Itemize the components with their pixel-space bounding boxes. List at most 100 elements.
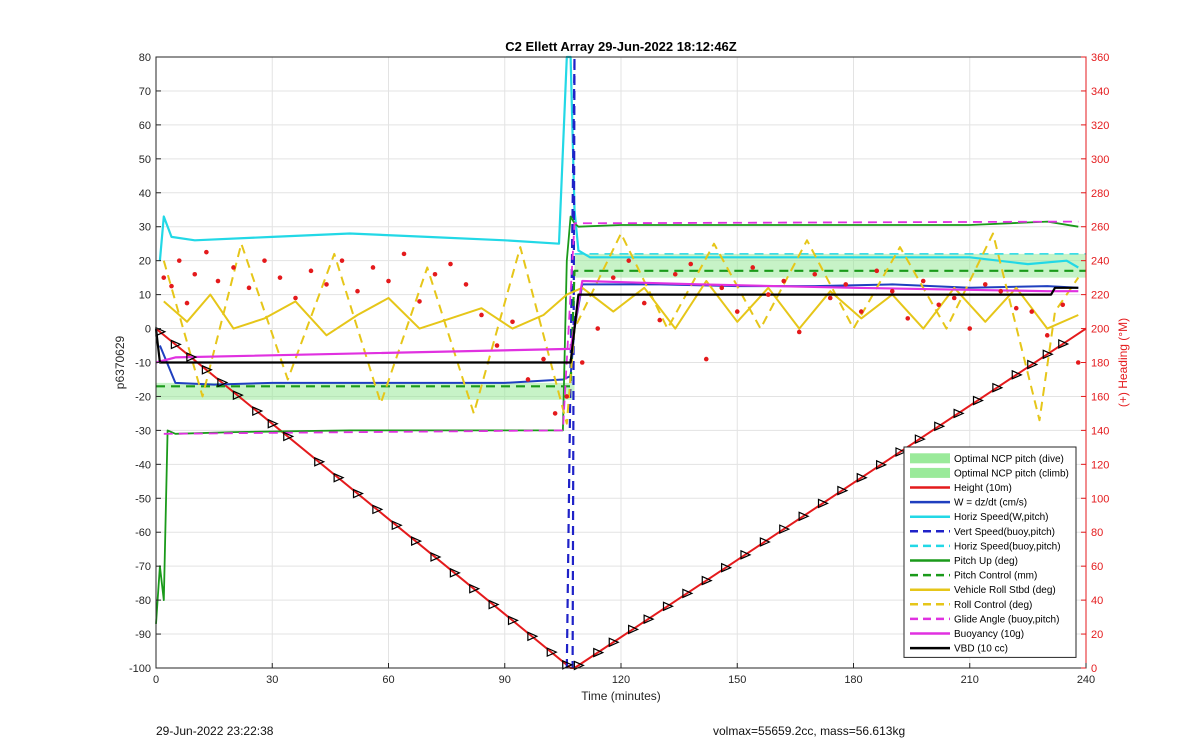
- heading-dot: [610, 275, 616, 280]
- heading-dot: [688, 261, 694, 267]
- height-marker: [628, 624, 640, 635]
- height-marker: [992, 382, 1004, 393]
- heading-dot: [874, 268, 880, 274]
- heading-dot: [552, 411, 558, 416]
- heading-dot: [510, 319, 515, 325]
- heading-dot: [161, 275, 167, 280]
- heading-dot: [1075, 360, 1081, 365]
- height-marker: [170, 339, 182, 350]
- chart-title: C2 Ellett Array 29-Jun-2022 18:12:46Z: [505, 39, 737, 54]
- heading-dot: [734, 309, 740, 314]
- height-marker: [701, 575, 713, 586]
- heading-dot: [192, 271, 198, 277]
- series-line-6: [156, 269, 1086, 388]
- heading-dot: [1013, 305, 1019, 311]
- heading-dot: [1044, 333, 1050, 338]
- x-tick-label: 60: [382, 674, 394, 686]
- legend-label: Vehicle Roll Stbd (deg): [954, 585, 1056, 596]
- heading-dot: [920, 278, 926, 284]
- height-marker: [608, 637, 620, 648]
- y2-tick-label: 80: [1091, 527, 1103, 539]
- height-marker: [352, 488, 364, 499]
- heading-dot: [525, 377, 531, 382]
- heading-dot: [858, 309, 864, 314]
- heading-dot: [703, 356, 709, 362]
- y2-tick-label: 280: [1091, 188, 1109, 200]
- x-tick-label: 180: [844, 674, 862, 686]
- heading-dot: [564, 394, 570, 399]
- height-marker: [488, 599, 500, 610]
- heading-dot: [262, 258, 267, 263]
- y-tick-label: -40: [135, 459, 151, 471]
- legend-label: Optimal NCP pitch (dive): [954, 454, 1064, 465]
- heading-dot: [982, 282, 988, 287]
- x-tick-label: 120: [612, 674, 630, 686]
- height-marker: [372, 504, 384, 515]
- y2-tick-label: 120: [1091, 459, 1109, 471]
- heading-dot: [246, 285, 252, 291]
- y2-tick-label: 220: [1091, 290, 1109, 302]
- heading-dot: [169, 283, 174, 289]
- y-tick-label: -50: [135, 493, 151, 505]
- y2-tick-label: 240: [1091, 256, 1109, 268]
- x-tick-label: 240: [1077, 674, 1095, 686]
- heading-dot: [339, 258, 345, 263]
- series-line-10: [155, 279, 1079, 364]
- footer-mass-info: volmax=55659.2cc, mass=56.613kg: [713, 724, 906, 738]
- legend-label: VBD (10 cc): [954, 644, 1008, 655]
- height-marker: [507, 615, 519, 626]
- legend-label: Buoyancy (10g): [954, 629, 1024, 640]
- height-marker: [1011, 369, 1023, 380]
- height-marker: [740, 549, 752, 560]
- y-tick-label: 0: [145, 324, 151, 336]
- heading-dot: [324, 282, 329, 287]
- y2-tick-label: 140: [1091, 425, 1109, 437]
- heading-dot: [936, 302, 942, 308]
- legend-label: Pitch Control (mm): [954, 571, 1037, 582]
- height-marker: [662, 601, 674, 612]
- legend-label: W = dz/dt (cm/s): [954, 498, 1027, 509]
- heading-dot: [293, 295, 298, 301]
- height-marker: [953, 408, 965, 419]
- heading-dot: [494, 343, 500, 348]
- height-marker: [391, 520, 403, 531]
- height-marker: [721, 562, 733, 573]
- y2-tick-label: 360: [1091, 52, 1109, 64]
- heading-dot: [641, 300, 647, 306]
- y-tick-label: -60: [135, 527, 151, 539]
- heading-dot: [672, 271, 678, 277]
- heading-dot: [998, 288, 1004, 294]
- legend-label: Vert Speed(buoy,pitch): [954, 527, 1055, 538]
- heading-dot: [277, 275, 283, 280]
- height-marker: [856, 472, 868, 483]
- height-marker: [895, 447, 907, 457]
- height-marker: [1042, 349, 1054, 360]
- y2-tick-label: 60: [1091, 561, 1103, 573]
- heading-dot: [1060, 302, 1066, 308]
- height-marker: [411, 536, 423, 547]
- legend-box: [903, 446, 1077, 658]
- y2-tick-label: 100: [1091, 493, 1109, 505]
- y-tick-label: -100: [129, 663, 151, 675]
- heading-dot: [448, 261, 453, 267]
- heading-dot: [796, 329, 802, 335]
- height-marker: [643, 614, 655, 625]
- x-tick-label: 0: [153, 674, 159, 686]
- height-marker: [232, 390, 244, 401]
- height-marker: [798, 511, 810, 522]
- height-marker: [817, 498, 829, 509]
- height-marker: [914, 434, 926, 445]
- heading-dot: [176, 258, 182, 263]
- y2-tick-label: 340: [1091, 86, 1109, 98]
- heading-dot: [355, 288, 360, 294]
- band-dive: [156, 382, 575, 400]
- heading-dot: [595, 326, 601, 331]
- y-tick-label: 30: [139, 222, 151, 234]
- heading-dot: [432, 271, 438, 277]
- heading-dot: [951, 295, 957, 301]
- y2-tick-label: 300: [1091, 154, 1109, 166]
- heading-dot: [463, 282, 469, 287]
- height-marker: [217, 377, 229, 388]
- y2-tick-label: 320: [1091, 120, 1109, 132]
- footer-timestamp: 29-Jun-2022 23:22:38: [156, 724, 274, 738]
